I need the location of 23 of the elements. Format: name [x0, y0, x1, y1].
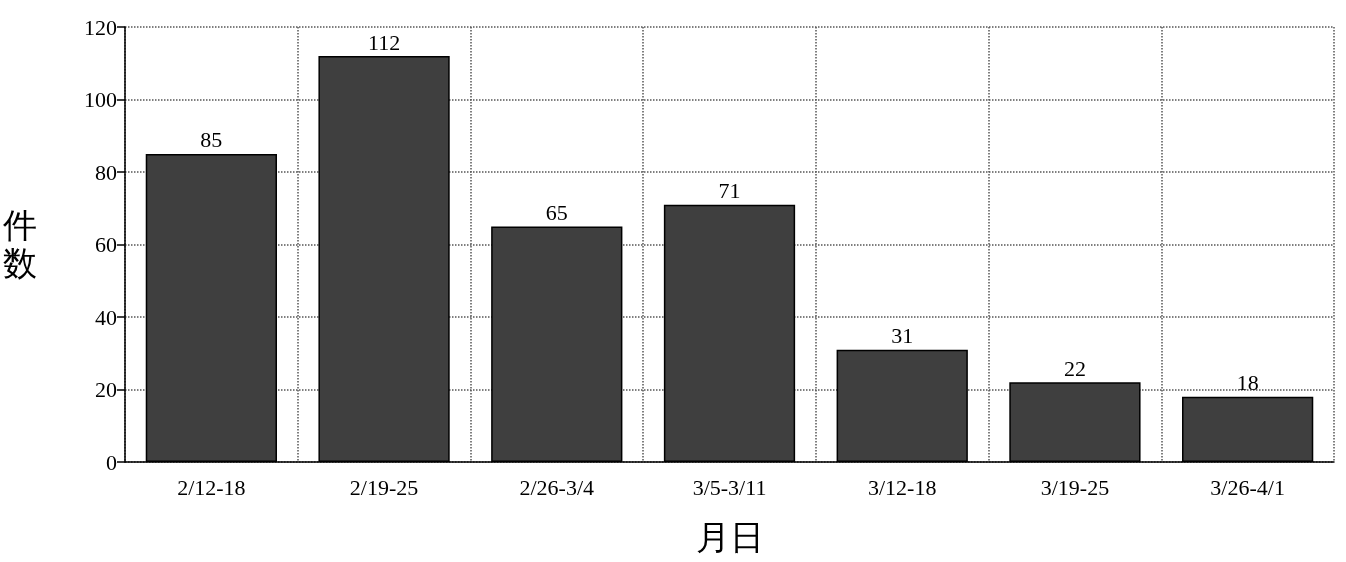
x-tick-label: 3/5-3/11	[692, 474, 767, 500]
x-tick-label: 2/12-18	[177, 474, 246, 500]
y-tick-label: 0	[106, 449, 117, 475]
y-tick-label: 40	[95, 304, 117, 330]
data-label: 85	[200, 127, 223, 153]
data-label: 112	[367, 29, 401, 55]
y-tick-label: 20	[95, 377, 117, 402]
x-tick-label: 3/12-18	[867, 474, 937, 500]
y-tick-label: 60	[95, 232, 117, 257]
x-tick-label: 3/26-4/1	[1210, 474, 1285, 500]
y-tick-label: 120	[84, 14, 117, 40]
data-label: 65	[545, 199, 568, 225]
x-tick-label: 3/19-25	[1040, 474, 1110, 500]
data-label: 18	[1236, 370, 1259, 396]
data-label: 71	[718, 178, 741, 204]
y-tick-label: 80	[95, 159, 117, 185]
y-tick-label: 100	[84, 87, 117, 112]
data-label: 22	[1063, 355, 1086, 381]
x-axis-title: 月日	[695, 518, 764, 556]
x-tick-label: 2/26-3/4	[519, 474, 595, 500]
y-axis-title: 件数	[3, 207, 37, 282]
x-tick-label: 2/19-25	[349, 474, 419, 500]
data-label: 31	[891, 323, 914, 349]
